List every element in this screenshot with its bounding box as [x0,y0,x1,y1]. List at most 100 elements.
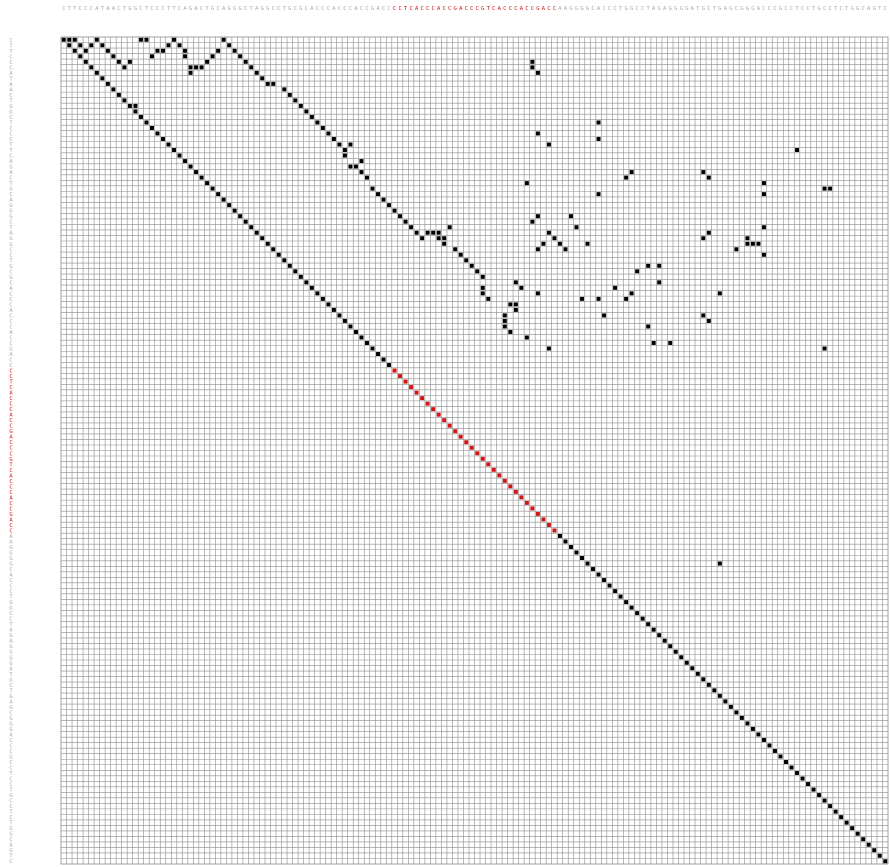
match-dot [89,65,94,70]
match-dot [342,148,347,153]
match-dot [844,820,849,825]
top-sequence-letter: T [647,6,651,12]
top-sequence-letter: G [856,6,859,12]
match-dot [563,539,568,544]
top-sequence-letter: C [409,6,412,12]
repeat-match-dot [453,429,458,434]
top-sequence-letter: C [420,6,423,12]
repeat-match-dot [535,511,540,516]
top-sequence-letter: C [707,6,710,12]
top-sequence-letter: T [878,6,882,12]
repeat-match-dot [546,522,551,527]
left-sequence-letter: C [9,484,12,490]
left-sequence-letter: A [9,473,13,479]
match-dot [706,682,711,687]
top-sequence-letter: C [547,6,550,12]
left-sequence-letter: C [9,154,12,160]
match-dot [243,59,248,64]
match-dot [105,81,110,86]
match-dot [761,225,766,230]
match-dot [282,87,287,92]
top-sequence-letter: C [117,6,120,12]
left-sequence-letter: G [9,826,12,832]
match-dot [580,556,584,560]
left-sequence-letter: C [9,617,12,623]
match-dot [701,313,706,318]
match-dot [342,318,347,323]
left-sequence-letter: C [9,506,12,512]
left-sequence-letter: C [9,738,12,744]
match-dot [348,142,353,147]
match-dot [624,296,629,301]
match-dot [701,677,706,682]
match-dot [607,583,612,588]
top-sequence-letter: T [123,6,127,12]
match-dot [172,148,177,153]
left-sequence-letter: C [9,335,12,341]
match-dot [183,48,188,53]
top-sequence-letter: A [376,6,380,12]
match-dot [265,241,270,246]
left-sequence-letter: A [9,87,13,93]
top-sequence-letter: C [492,6,495,12]
match-dot [706,318,711,323]
match-dot [546,346,551,351]
match-dot [188,65,193,70]
left-sequence-letter: A [9,352,13,358]
match-dot [519,285,524,290]
match-dot [376,352,380,356]
match-dot [309,285,314,290]
left-sequence-letter: G [9,562,12,568]
top-sequence-letter: C [277,6,280,12]
match-dot [464,258,469,263]
top-sequence-letter: T [172,6,176,12]
left-sequence-letter: C [9,358,12,364]
match-dot [365,175,369,180]
left-sequence-letter: A [9,573,13,579]
left-sequence-letter: C [9,407,12,413]
top-sequence-letter: A [95,6,99,12]
left-sequence-letter: C [9,324,12,330]
match-dot [723,699,728,704]
left-sequence-letter: C [9,451,12,457]
match-dot [249,225,254,230]
left-sequence-letter: G [9,848,12,854]
match-dot [94,37,99,42]
match-dot [122,98,127,103]
match-dot [646,263,651,268]
left-sequence-letter: C [9,54,12,60]
match-dot [635,611,640,616]
match-dot [508,302,513,307]
left-sequence-letter: A [9,413,13,419]
match-dot [392,208,397,213]
left-sequence-letter: A [9,286,13,292]
match-dot [563,247,568,252]
match-dot [431,230,436,235]
left-sequence-letter: G [9,457,12,463]
match-dot [370,346,375,351]
left-sequence-letter: C [9,131,12,137]
repeat-match-dot [497,473,502,478]
top-sequence-letter: A [437,6,441,12]
top-sequence-letter: C [613,6,616,12]
match-dot [210,54,215,59]
match-dot [624,600,629,605]
left-sequence-letter: C [9,220,12,226]
match-dot [216,48,221,53]
left-sequence-letter: C [9,374,12,380]
match-dot [602,313,607,318]
top-sequence-letter: T [812,6,816,12]
match-dot [717,291,722,296]
left-sequence-letter: G [9,650,12,656]
left-sequence-letter: C [9,479,12,485]
top-sequence-letter: A [498,6,502,12]
match-dot [265,81,270,86]
match-dot [657,633,662,638]
left-sequence-letter: A [9,82,13,88]
left-sequence-letter: C [9,611,12,617]
match-dot [569,545,573,549]
match-dot [403,219,408,224]
match-dot [668,341,673,345]
repeat-match-dot [409,385,414,390]
match-dot [348,164,353,169]
